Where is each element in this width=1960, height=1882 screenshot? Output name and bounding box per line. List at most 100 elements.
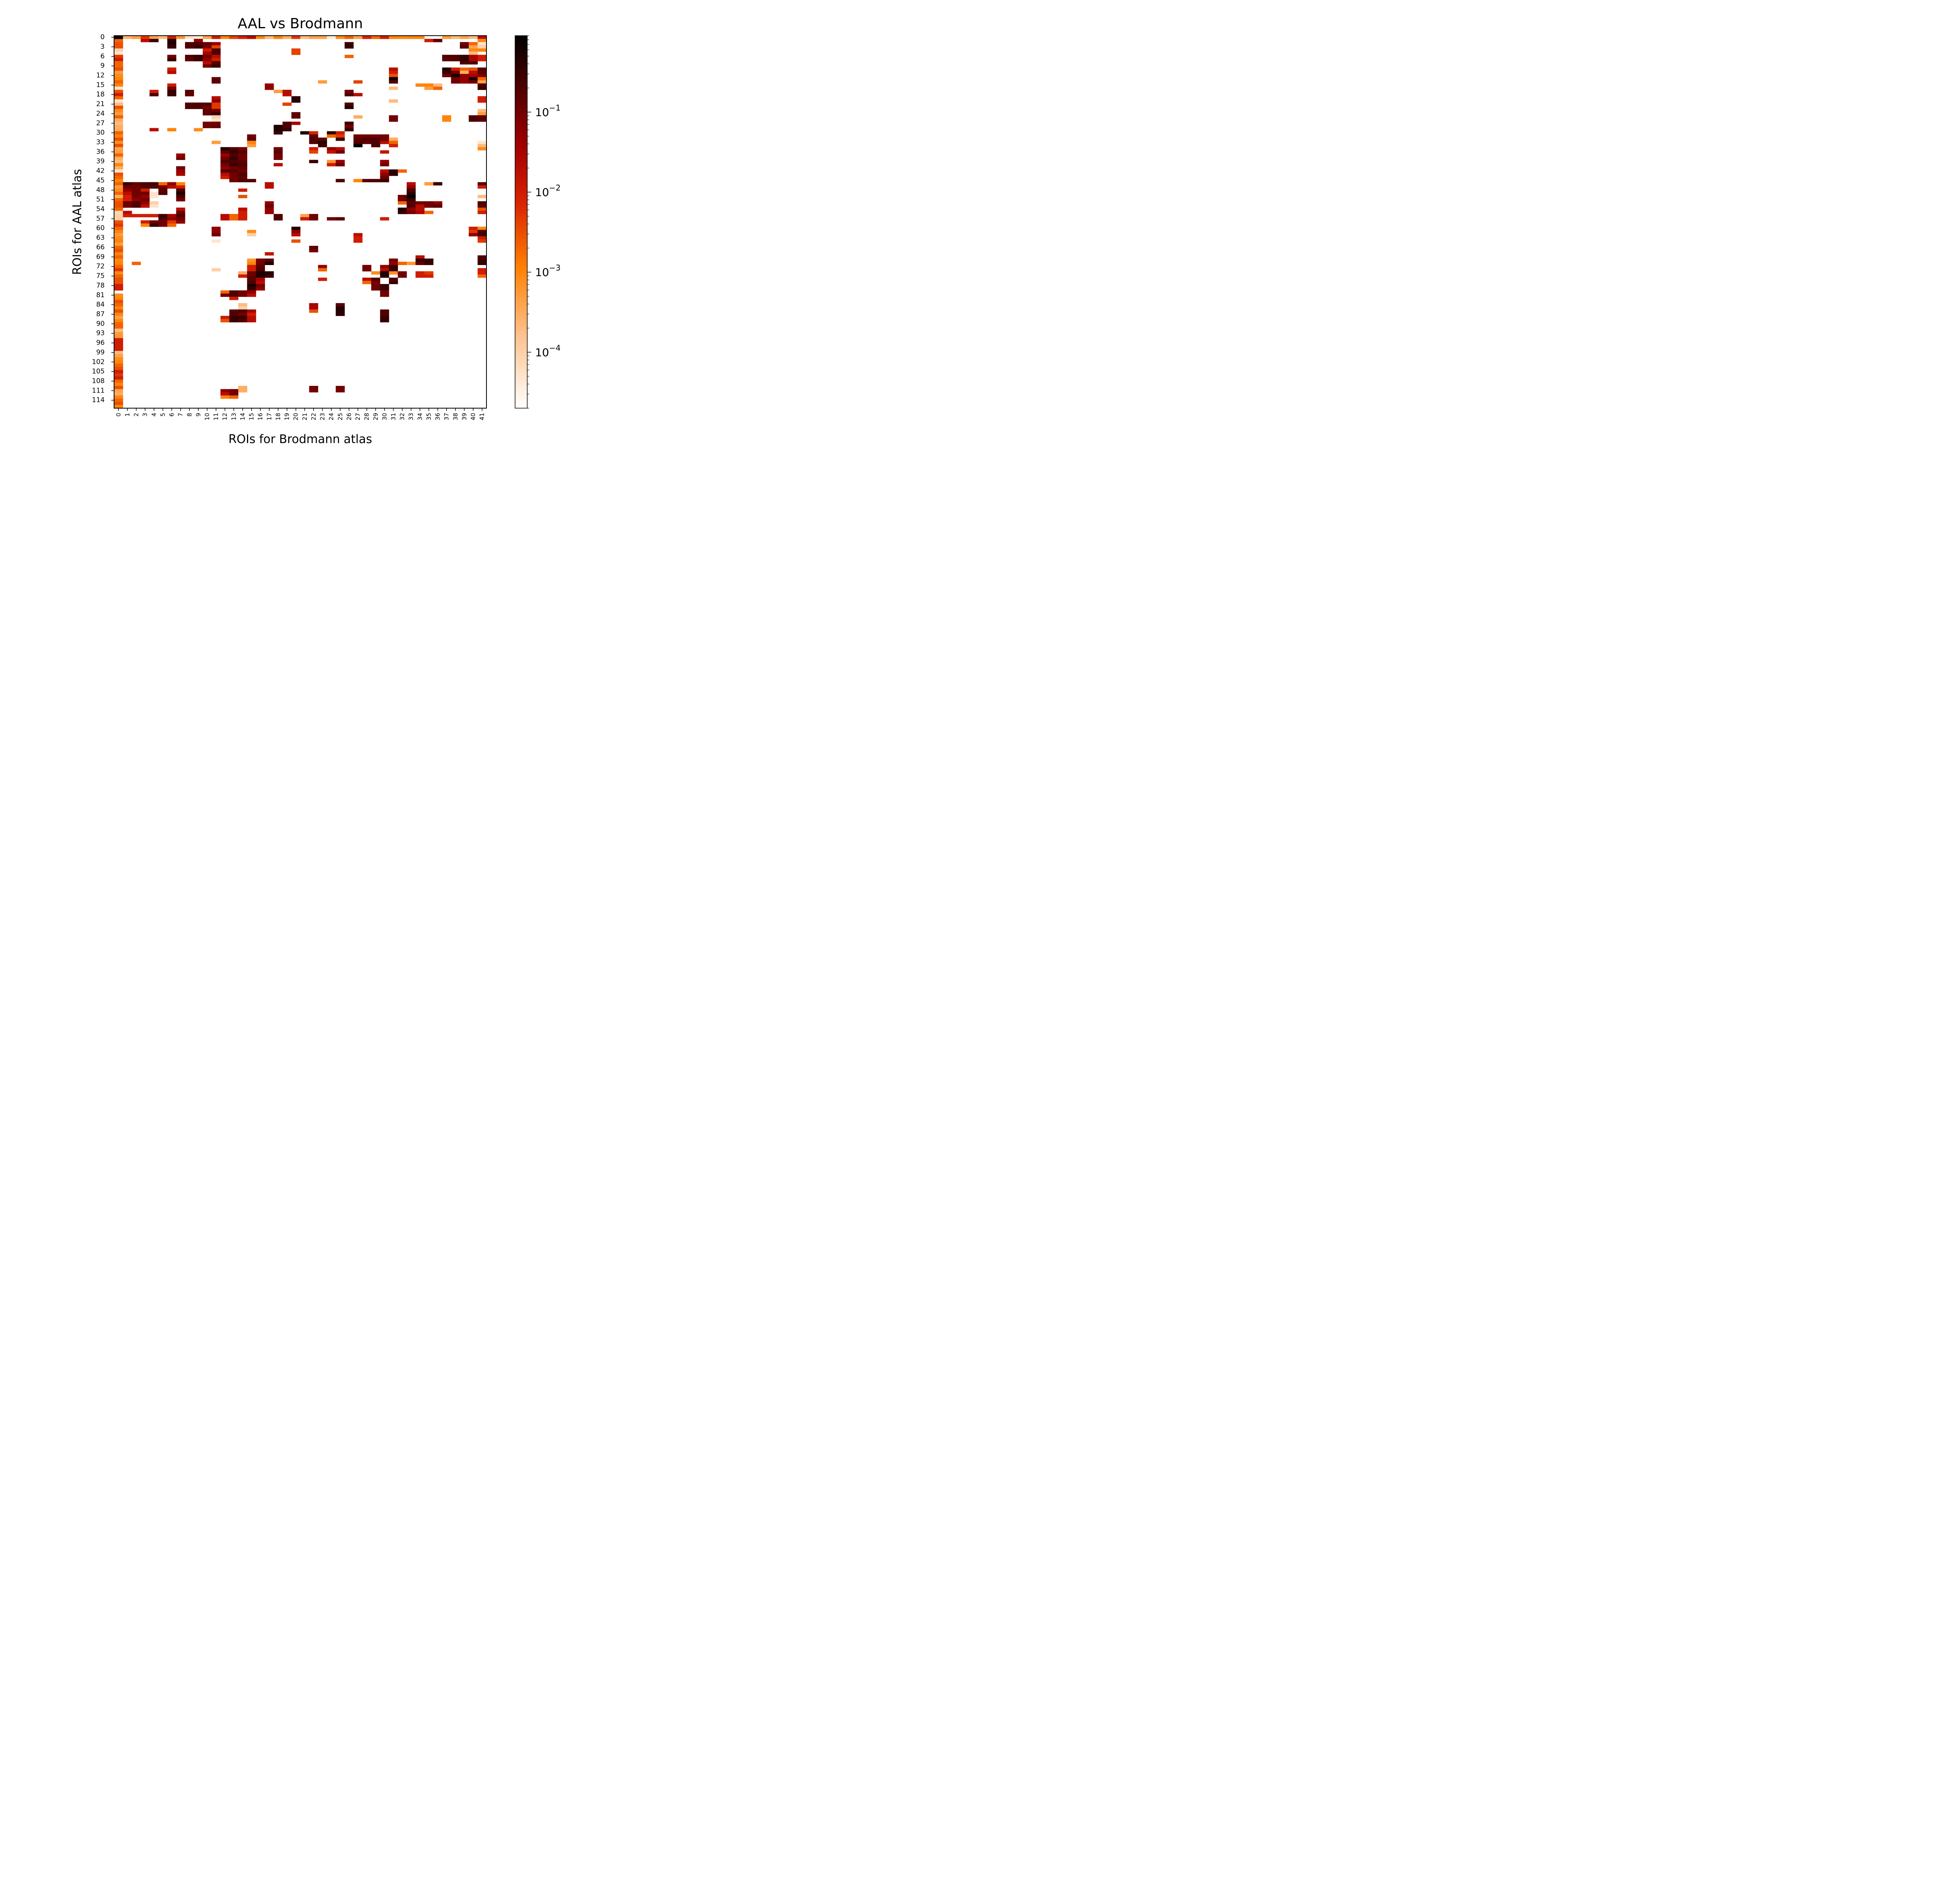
heatmap-cell [424, 274, 434, 278]
heatmap-cell [140, 182, 150, 186]
heatmap-cell [451, 71, 460, 74]
heatmap-cell [380, 179, 389, 182]
x-tick-label: 23 [319, 413, 326, 420]
x-tick-label: 16 [257, 413, 264, 420]
heatmap-cell [247, 258, 256, 262]
heatmap-cell [114, 373, 123, 377]
heatmap-cell [114, 122, 123, 125]
heatmap-cell [114, 102, 123, 106]
heatmap-cell [211, 109, 221, 113]
heatmap-cell [318, 268, 327, 272]
heatmap-cell [345, 90, 354, 93]
heatmap-cell [238, 176, 247, 179]
heatmap-cell [274, 147, 283, 151]
heatmap-cell [149, 90, 159, 93]
heatmap-cell [132, 198, 141, 202]
heatmap-cell [211, 99, 221, 103]
heatmap-cell [176, 166, 185, 170]
heatmap-cell [477, 118, 487, 122]
heatmap-cell [442, 74, 451, 77]
heatmap-cell [220, 319, 230, 323]
colorbar-tick-label: 10−2 [535, 183, 561, 199]
x-axis-label: ROIs for Brodmann atlas [229, 432, 372, 446]
heatmap-cell [477, 262, 487, 265]
heatmap-cell [477, 109, 487, 113]
heatmap-cell [238, 306, 247, 310]
heatmap-cell [114, 227, 123, 230]
heatmap-cell [247, 36, 256, 39]
heatmap-cell [274, 128, 283, 131]
x-tick-label: 7 [177, 413, 184, 417]
heatmap-cell [140, 39, 150, 42]
x-tick-label: 4 [151, 413, 158, 417]
heatmap-cell [300, 131, 310, 135]
heatmap-cell [380, 287, 389, 291]
heatmap-cell [433, 201, 443, 205]
y-tick-label: 60 [96, 224, 105, 232]
heatmap-cell [203, 36, 212, 39]
heatmap-cell [397, 169, 407, 173]
heatmap-cell [477, 227, 487, 230]
heatmap-cell [158, 214, 168, 218]
y-tick-label: 12 [96, 71, 105, 79]
heatmap-cell [114, 322, 123, 326]
heatmap-cell [176, 217, 185, 221]
heatmap-cell [353, 36, 363, 39]
heatmap-cell [229, 163, 239, 167]
heatmap-cell [265, 262, 274, 265]
heatmap-cell [353, 144, 363, 147]
heatmap-cell [114, 357, 123, 361]
heatmap-cell [274, 153, 283, 157]
heatmap-cell [114, 329, 123, 332]
y-tick-label: 36 [96, 148, 105, 156]
heatmap-cell [389, 67, 398, 71]
heatmap-cell [468, 233, 478, 236]
heatmap-cell [220, 166, 230, 170]
heatmap-cell [229, 179, 239, 182]
heatmap-cell [114, 344, 123, 348]
x-tick-label: 37 [443, 413, 450, 420]
heatmap-cell [442, 58, 451, 62]
heatmap-cell [238, 169, 247, 173]
y-tick-label: 30 [96, 129, 105, 137]
y-tick-label: 15 [96, 81, 105, 89]
heatmap-cell [371, 281, 380, 284]
heatmap-cell [114, 303, 123, 307]
heatmap-cell [256, 274, 265, 278]
heatmap-cell [238, 194, 247, 198]
heatmap-cell [114, 383, 123, 386]
heatmap-cell [371, 278, 380, 281]
heatmap-cell [477, 80, 487, 84]
heatmap-cell [114, 236, 123, 240]
heatmap-cell [158, 188, 168, 192]
heatmap-cell [353, 134, 363, 138]
heatmap-cell [203, 45, 212, 49]
heatmap-cell [114, 144, 123, 147]
heatmap-cell [416, 258, 425, 262]
y-tick-label: 6 [100, 53, 105, 60]
heatmap-cell [477, 39, 487, 42]
heatmap-cell [282, 128, 292, 131]
heatmap-cell [345, 36, 354, 39]
x-tick-label: 22 [310, 413, 317, 420]
heatmap-cell [114, 335, 123, 338]
heatmap-cell [451, 54, 460, 58]
heatmap-cell [318, 36, 327, 39]
x-tick-label: 38 [452, 413, 459, 420]
heatmap-cell [238, 312, 247, 316]
y-tick-label: 90 [96, 320, 105, 328]
heatmap-cell [211, 140, 221, 144]
heatmap-cell [389, 265, 398, 269]
heatmap-cell [318, 278, 327, 281]
heatmap-cell [229, 217, 239, 221]
heatmap-cell [371, 271, 380, 275]
heatmap-cell [167, 223, 176, 227]
heatmap-cell [238, 293, 247, 297]
heatmap-cell [309, 150, 318, 154]
heatmap-cell [114, 112, 123, 116]
heatmap-cell [211, 80, 221, 84]
heatmap-cell [114, 398, 123, 402]
heatmap-cell [256, 258, 265, 262]
heatmap-cell [203, 105, 212, 109]
heatmap-cell [451, 58, 460, 62]
